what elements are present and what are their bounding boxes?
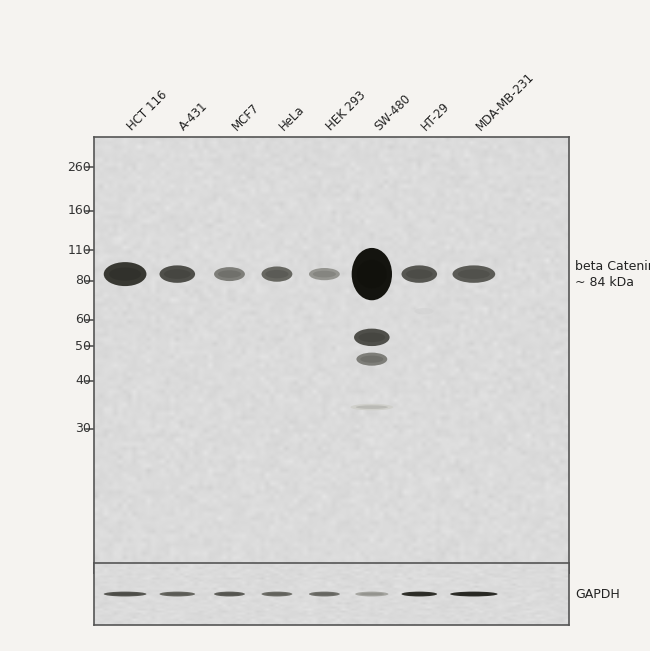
Ellipse shape <box>109 592 141 596</box>
Ellipse shape <box>218 592 241 596</box>
Text: A-431: A-431 <box>177 100 211 133</box>
Text: SW-480: SW-480 <box>372 92 413 133</box>
Ellipse shape <box>159 592 195 596</box>
Ellipse shape <box>350 404 393 410</box>
Ellipse shape <box>406 270 433 279</box>
Text: HeLa: HeLa <box>277 104 307 133</box>
Ellipse shape <box>356 353 387 366</box>
Text: HCT 116: HCT 116 <box>125 89 170 133</box>
Ellipse shape <box>261 266 292 282</box>
Ellipse shape <box>402 592 437 596</box>
Ellipse shape <box>355 592 389 596</box>
Ellipse shape <box>359 333 385 342</box>
Text: 80: 80 <box>75 274 91 287</box>
Text: 110: 110 <box>67 243 91 256</box>
Ellipse shape <box>356 406 388 409</box>
Text: 50: 50 <box>75 340 91 353</box>
Text: ~ 84 kDa: ~ 84 kDa <box>575 276 634 289</box>
Text: 60: 60 <box>75 313 91 326</box>
Text: MCF7: MCF7 <box>229 102 262 133</box>
Text: 160: 160 <box>67 204 91 217</box>
Ellipse shape <box>357 260 387 288</box>
Ellipse shape <box>104 262 146 286</box>
Ellipse shape <box>261 592 292 596</box>
Text: 30: 30 <box>75 422 91 436</box>
Text: GAPDH: GAPDH <box>575 588 620 600</box>
Ellipse shape <box>265 592 289 596</box>
Text: 40: 40 <box>75 374 91 387</box>
Text: beta Catenin: beta Catenin <box>575 260 650 273</box>
Ellipse shape <box>406 592 433 596</box>
Ellipse shape <box>313 271 336 277</box>
Ellipse shape <box>458 270 490 279</box>
Ellipse shape <box>104 592 146 596</box>
Ellipse shape <box>360 355 384 363</box>
Ellipse shape <box>456 592 491 596</box>
Ellipse shape <box>450 592 498 596</box>
Ellipse shape <box>218 270 241 278</box>
Ellipse shape <box>415 308 434 314</box>
Ellipse shape <box>109 268 141 281</box>
Ellipse shape <box>309 592 340 596</box>
Ellipse shape <box>265 270 289 278</box>
Ellipse shape <box>313 592 336 596</box>
Ellipse shape <box>164 270 190 279</box>
Ellipse shape <box>214 592 245 596</box>
Ellipse shape <box>214 267 245 281</box>
Ellipse shape <box>354 329 389 346</box>
Ellipse shape <box>359 592 384 596</box>
Ellipse shape <box>164 592 190 596</box>
Text: HT-29: HT-29 <box>419 100 452 133</box>
Ellipse shape <box>352 248 392 300</box>
Ellipse shape <box>309 268 340 280</box>
Text: HEK 293: HEK 293 <box>324 89 369 133</box>
Ellipse shape <box>402 266 437 283</box>
Ellipse shape <box>159 266 195 283</box>
Text: MDA-MB-231: MDA-MB-231 <box>474 70 537 133</box>
Ellipse shape <box>452 266 495 283</box>
Text: 260: 260 <box>67 161 91 174</box>
